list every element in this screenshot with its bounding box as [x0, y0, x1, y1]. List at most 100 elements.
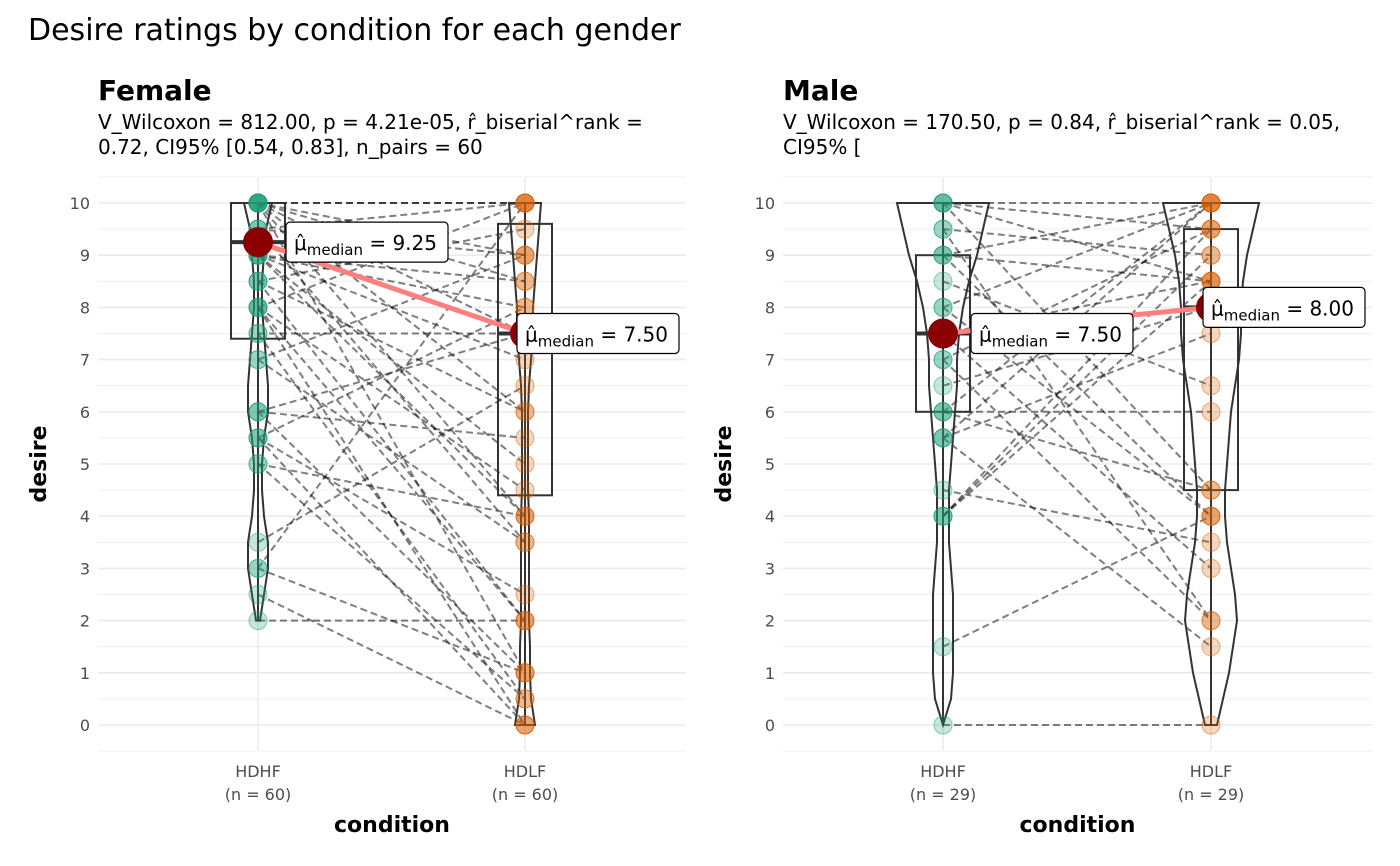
box-HDLF	[497, 222, 553, 497]
data-point-HDHF	[248, 532, 268, 552]
paired-line	[942, 202, 1212, 309]
x-axis-label: condition	[1020, 813, 1136, 838]
data-point-HDLF	[515, 219, 535, 239]
data-point-HDHF	[933, 297, 953, 317]
data-point-HDHF	[248, 193, 268, 213]
paired-line	[942, 358, 1212, 622]
data-point-HDHF	[933, 428, 953, 448]
paired-line	[942, 410, 1212, 492]
y-tick-label: 0	[765, 716, 775, 735]
y-tick-label: 6	[80, 403, 90, 422]
median-label-box	[1202, 286, 1366, 328]
data-point-HDLF	[515, 506, 535, 526]
y-tick-label: 2	[765, 612, 775, 631]
paired-line	[257, 463, 526, 518]
box-HDHF	[230, 202, 286, 340]
violin-HDLF	[507, 202, 543, 726]
y-tick-label: 2	[80, 612, 90, 631]
data-point-HDHF	[248, 297, 268, 317]
paired-line	[942, 515, 1212, 648]
paired-line	[257, 306, 526, 439]
paired-line	[942, 254, 1212, 283]
median-label: μ̂median = 8.00	[1211, 296, 1354, 324]
paired-line	[942, 228, 1212, 622]
y-tick-label: 4	[765, 507, 775, 526]
median-label-value: = 9.25	[363, 231, 437, 255]
data-point-HDLF	[1201, 532, 1221, 552]
paired-line	[257, 384, 526, 544]
paired-line	[257, 306, 526, 622]
data-point-HDHF	[933, 271, 953, 291]
data-point-HDLF	[515, 402, 535, 422]
median-label-sub: median	[992, 333, 1048, 351]
data-point-HDHF	[933, 193, 953, 213]
median-label-value: = 8.00	[1280, 296, 1354, 320]
data-point-HDLF	[1201, 715, 1221, 735]
data-point-HDHF	[933, 402, 953, 422]
data-point-HDLF	[1201, 637, 1221, 657]
chart-title: Desire ratings by condition for each gen…	[28, 13, 681, 48]
data-point-HDHF	[248, 611, 268, 631]
data-point-HDLF	[1201, 193, 1221, 213]
paired-line	[942, 306, 1212, 387]
data-point-HDLF	[1201, 402, 1221, 422]
data-point-HDLF	[515, 532, 535, 552]
paired-line	[257, 254, 526, 309]
y-tick-label: 1	[80, 664, 90, 683]
data-point-HDLF	[515, 428, 535, 448]
median-label: μ̂median = 9.25	[294, 231, 437, 259]
y-tick-label: 8	[765, 298, 775, 317]
median-label: μ̂median = 7.50	[979, 323, 1122, 351]
x-tick-label: HDLF	[504, 762, 546, 781]
box-HDLF	[1183, 228, 1239, 492]
data-point-HDLF	[1201, 506, 1221, 526]
x-tick-n-label: (n = 29)	[910, 785, 977, 804]
y-tick-label: 6	[765, 403, 775, 422]
paired-line	[257, 410, 526, 439]
y-tick-label: 8	[80, 298, 90, 317]
paired-line	[942, 437, 1212, 648]
median-label-mu: μ̂	[525, 323, 538, 347]
data-point-HDLF	[515, 689, 535, 709]
panel-subtitle-female: V_Wilcoxon = 812.00, p = 4.21e-05, r̂_bi…	[98, 110, 643, 159]
y-tick-label: 10	[755, 194, 775, 213]
x-tick-label: HDLF	[1190, 762, 1232, 781]
data-point-HDHF	[248, 585, 268, 604]
median-label-box	[516, 312, 680, 355]
y-axis-label: desire	[712, 425, 737, 502]
paired-line	[257, 332, 526, 413]
paired-line	[257, 280, 526, 413]
paired-line	[257, 358, 526, 544]
median-label-value: = 7.50	[1048, 323, 1122, 347]
data-point-HDHF	[933, 715, 953, 735]
data-point-HDHF	[248, 454, 268, 474]
panel-female: Female 0 1 2 3 4 5 6 7 8 9 10 desire condition HDHF (n …	[27, 74, 686, 838]
data-point-HDLF	[515, 715, 535, 735]
paired-line	[257, 202, 526, 569]
y-tick-label: 5	[765, 455, 775, 474]
data-point-HDLF	[515, 611, 535, 631]
data-point-HDHF	[248, 350, 268, 370]
paired-line	[257, 254, 526, 517]
data-point-HDHF	[248, 428, 268, 448]
median-label-mu: μ̂	[979, 323, 992, 347]
data-point-HDLF	[515, 480, 535, 500]
data-point-HDLF	[515, 271, 535, 291]
x-axis-label: condition	[334, 813, 450, 838]
median-label-sub: median	[1224, 306, 1280, 324]
paired-line	[257, 463, 526, 700]
data-point-HDLF	[515, 585, 535, 604]
median-label-sub: median	[307, 241, 363, 259]
y-tick-label: 4	[80, 507, 90, 526]
x-tick-n-label: (n = 60)	[492, 785, 559, 804]
paired-line	[257, 593, 526, 726]
data-point-HDLF	[515, 663, 535, 683]
data-point-HDHF	[248, 558, 268, 578]
median-label-mu: μ̂	[294, 231, 307, 255]
median-label-sub: median	[538, 333, 594, 351]
paired-line	[257, 202, 526, 674]
paired-line	[942, 202, 1212, 283]
data-point-HDHF	[248, 402, 268, 422]
y-tick-label: 10	[70, 194, 90, 213]
